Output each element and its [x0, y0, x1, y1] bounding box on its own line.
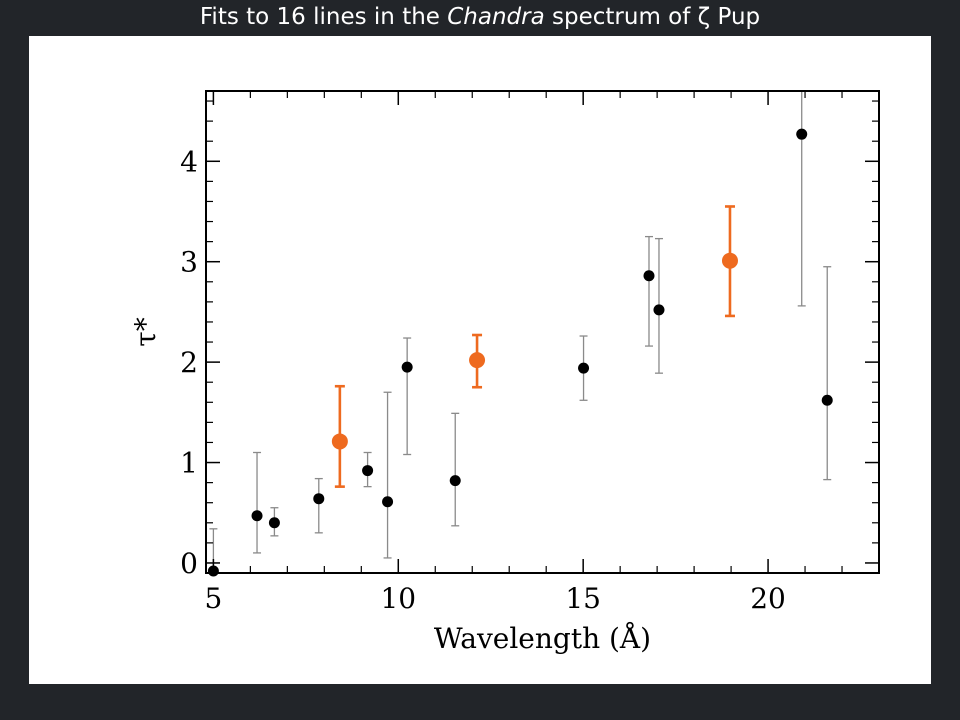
y-tick-label: 4 [180, 145, 198, 178]
y-ticks: 0 1 2 3 4 [180, 100, 879, 580]
data-point [268, 517, 280, 529]
title-prefix: Fits to 16 lines in the [199, 4, 448, 30]
data-point [643, 270, 655, 282]
data-point [578, 362, 590, 374]
data-point [382, 496, 394, 508]
x-tick-label: 15 [565, 582, 601, 615]
chart-panel: 5 10 15 20 0 1 2 3 4 Wavelength (Å) τ* [29, 36, 931, 684]
y-tick-label: 0 [180, 547, 198, 580]
highlight-data-point [469, 352, 486, 369]
y-tick-label: 3 [180, 246, 198, 279]
data-point [362, 465, 374, 477]
highlight-data-point [721, 252, 738, 269]
highlight-data-point [331, 433, 348, 450]
x-tick-label: 20 [750, 582, 786, 615]
y-tick-label: 2 [180, 346, 198, 379]
data-point [796, 128, 808, 140]
scatter-chart: 5 10 15 20 0 1 2 3 4 Wavelength (Å) τ* [129, 90, 880, 655]
x-tick-label: 10 [380, 582, 416, 615]
slide-title: Fits to 16 lines in the Chandra spectrum… [0, 2, 960, 32]
y-tick-label: 1 [180, 447, 198, 480]
title-italic: Chandra [447, 4, 545, 30]
x-tick-label: 5 [204, 582, 222, 615]
x-ticks: 5 10 15 20 [204, 91, 880, 615]
data-point [449, 475, 461, 487]
plot-frame [205, 90, 880, 574]
data-point [653, 304, 665, 316]
error-bars [209, 91, 832, 574]
data-point [821, 394, 833, 406]
data-point [401, 361, 413, 373]
data-point [313, 493, 325, 505]
y-axis-label: τ* [129, 317, 162, 347]
data-point [251, 510, 263, 522]
x-axis-label: Wavelength (Å) [434, 622, 651, 655]
title-suffix: spectrum of ζ Pup [544, 4, 761, 30]
data-points [207, 128, 833, 577]
